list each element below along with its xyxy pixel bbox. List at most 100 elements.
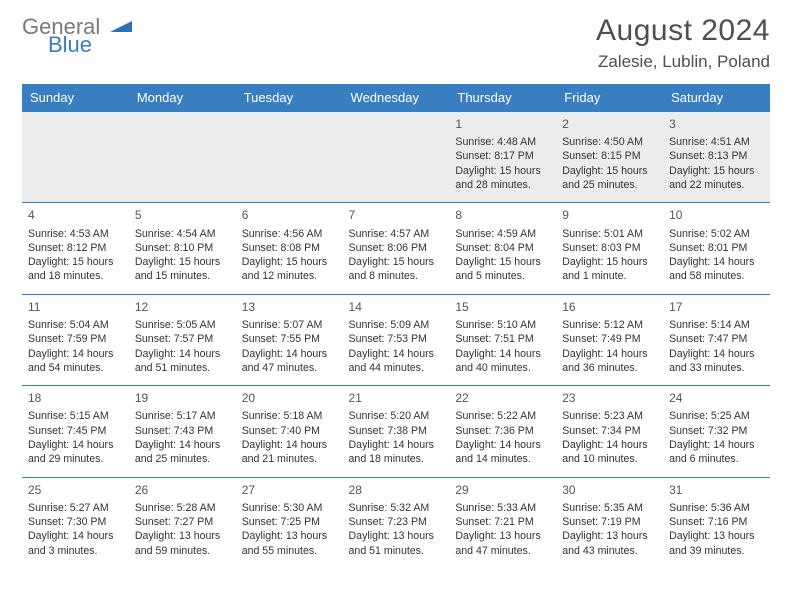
brand-word-2: Blue xyxy=(48,32,92,58)
day-info: Sunrise: 5:04 AMSunset: 7:59 PMDaylight:… xyxy=(28,318,123,375)
calendar-week: 25Sunrise: 5:27 AMSunset: 7:30 PMDayligh… xyxy=(22,477,770,568)
calendar-day: 3 Sunrise: 4:51 AMSunset: 8:13 PMDaylight… xyxy=(663,112,770,203)
page-title: August 2024 xyxy=(596,14,770,48)
sunrise: Sunrise: 4:50 AM xyxy=(562,135,657,149)
calendar-day: 9Sunrise: 5:01 AMSunset: 8:03 PMDaylight… xyxy=(556,203,663,294)
sunrise: Sunrise: 4:54 AM xyxy=(135,227,230,241)
daylight: Daylight: 15 hours and 12 minutes. xyxy=(242,255,337,284)
sunset: Sunset: 7:59 PM xyxy=(28,332,123,346)
calendar-week: 18Sunrise: 5:15 AMSunset: 7:45 PMDayligh… xyxy=(22,386,770,477)
sunset: Sunset: 7:55 PM xyxy=(242,332,337,346)
dow-header: Wednesday xyxy=(343,84,450,112)
daylight: Daylight: 14 hours and 6 minutes. xyxy=(669,438,764,467)
dow-header: Saturday xyxy=(663,84,770,112)
day-number: 3 xyxy=(669,116,764,132)
calendar-week: 4Sunrise: 4:53 AMSunset: 8:12 PMDaylight… xyxy=(22,203,770,294)
dow-header: Monday xyxy=(129,84,236,112)
daylight: Daylight: 15 hours and 8 minutes. xyxy=(349,255,444,284)
day-number: 18 xyxy=(28,390,123,406)
title-block: August 2024 Zalesie, Lublin, Poland xyxy=(596,14,770,72)
sunset: Sunset: 8:17 PM xyxy=(455,149,550,163)
calendar-day: 12Sunrise: 5:05 AMSunset: 7:57 PMDayligh… xyxy=(129,294,236,385)
sunrise: Sunrise: 5:15 AM xyxy=(28,409,123,423)
day-info: Sunrise: 5:05 AMSunset: 7:57 PMDaylight:… xyxy=(135,318,230,375)
calendar-day: 5Sunrise: 4:54 AMSunset: 8:10 PMDaylight… xyxy=(129,203,236,294)
day-number: 5 xyxy=(135,207,230,223)
sunrise: Sunrise: 5:05 AM xyxy=(135,318,230,332)
calendar-day: 14Sunrise: 5:09 AMSunset: 7:53 PMDayligh… xyxy=(343,294,450,385)
day-number: 24 xyxy=(669,390,764,406)
calendar-day: 2Sunrise: 4:50 AMSunset: 8:15 PMDaylight… xyxy=(556,112,663,203)
sunrise: Sunrise: 5:17 AM xyxy=(135,409,230,423)
sunset: Sunset: 7:21 PM xyxy=(455,515,550,529)
calendar-day: 27Sunrise: 5:30 AMSunset: 7:25 PMDayligh… xyxy=(236,477,343,568)
calendar-day: 11 Sunrise: 5:04 AMSunset: 7:59 PMDayligh… xyxy=(22,294,129,385)
daylight: Daylight: 14 hours and 14 minutes. xyxy=(455,438,550,467)
day-info: Sunrise: 5:35 AMSunset: 7:19 PMDaylight:… xyxy=(562,501,657,558)
daylight: Daylight: 14 hours and 29 minutes. xyxy=(28,438,123,467)
daylight: Daylight: 15 hours and 15 minutes. xyxy=(135,255,230,284)
day-number: 26 xyxy=(135,482,230,498)
day-info: Sunrise: 4:50 AMSunset: 8:15 PMDaylight:… xyxy=(562,135,657,192)
calendar-week: 1 Sunrise: 4:48 AMSunset: 8:17 PM Daylight… xyxy=(22,112,770,203)
daylight: Daylight: 14 hours and 25 minutes. xyxy=(135,438,230,467)
day-info: Sunrise: 5:02 AMSunset: 8:01 PMDaylight:… xyxy=(669,227,764,284)
day-number: 29 xyxy=(455,482,550,498)
sunrise: Sunrise: 5:20 AM xyxy=(349,409,444,423)
daylight: Daylight: 15 hours and 1 minute. xyxy=(562,255,657,284)
day-info: Sunrise: 4:51 AMSunset: 8:13 PMDaylight:… xyxy=(669,135,764,192)
sunrise: Sunrise: 4:56 AM xyxy=(242,227,337,241)
page-subtitle: Zalesie, Lublin, Poland xyxy=(596,52,770,72)
daylight: Daylight: 15 hours and 22 minutes. xyxy=(669,164,764,193)
sunrise: Sunrise: 5:23 AM xyxy=(562,409,657,423)
dow-header: Sunday xyxy=(22,84,129,112)
day-info: Sunrise: 5:07 AMSunset: 7:55 PMDaylight:… xyxy=(242,318,337,375)
daylight: Daylight: 14 hours and 3 minutes. xyxy=(28,529,123,558)
sunset: Sunset: 7:36 PM xyxy=(455,424,550,438)
sunset: Sunset: 8:13 PM xyxy=(669,149,764,163)
calendar-day: 30 Sunrise: 5:35 AMSunset: 7:19 PMDayligh… xyxy=(556,477,663,568)
day-info: Sunrise: 4:57 AMSunset: 8:06 PMDaylight:… xyxy=(349,227,444,284)
sunrise: Sunrise: 5:12 AM xyxy=(562,318,657,332)
calendar-day: 28Sunrise: 5:32 AMSunset: 7:23 PMDayligh… xyxy=(343,477,450,568)
sunset: Sunset: 7:51 PM xyxy=(455,332,550,346)
day-number: 8 xyxy=(455,207,550,223)
calendar-day: 17Sunrise: 5:14 AMSunset: 7:47 PMDayligh… xyxy=(663,294,770,385)
sunset: Sunset: 7:45 PM xyxy=(28,424,123,438)
calendar-day: 22Sunrise: 5:22 AMSunset: 7:36 PMDayligh… xyxy=(449,386,556,477)
sunset: Sunset: 8:03 PM xyxy=(562,241,657,255)
day-number: 1 xyxy=(455,116,550,132)
sunset: Sunset: 7:49 PM xyxy=(562,332,657,346)
sunrise: Sunrise: 5:25 AM xyxy=(669,409,764,423)
calendar-body: 1 Sunrise: 4:48 AMSunset: 8:17 PM Daylight… xyxy=(22,112,770,568)
day-number: 16 xyxy=(562,299,657,315)
day-info: Sunrise: 5:28 AMSunset: 7:27 PMDaylight:… xyxy=(135,501,230,558)
day-info: Sunrise: 5:32 AMSunset: 7:23 PMDaylight:… xyxy=(349,501,444,558)
calendar-day: 23Sunrise: 5:23 AMSunset: 7:34 PMDayligh… xyxy=(556,386,663,477)
day-info: Sunrise: 5:14 AMSunset: 7:47 PMDaylight:… xyxy=(669,318,764,375)
day-number: 23 xyxy=(562,390,657,406)
sunrise: Sunrise: 5:10 AM xyxy=(455,318,550,332)
sunrise: Sunrise: 4:59 AM xyxy=(455,227,550,241)
sunset: Sunset: 7:23 PM xyxy=(349,515,444,529)
day-number: 14 xyxy=(349,299,444,315)
calendar-day: 13Sunrise: 5:07 AMSunset: 7:55 PMDayligh… xyxy=(236,294,343,385)
daylight: Daylight: 15 hours and 5 minutes. xyxy=(455,255,550,284)
daylight: Daylight: 15 hours and 25 minutes. xyxy=(562,164,657,193)
sunrise: Sunrise: 5:14 AM xyxy=(669,318,764,332)
sunrise: Sunrise: 5:28 AM xyxy=(135,501,230,515)
sunrise: Sunrise: 5:33 AM xyxy=(455,501,550,515)
daylight: Daylight: 14 hours and 47 minutes. xyxy=(242,347,337,376)
day-number: 30 xyxy=(562,482,657,498)
calendar-week: 11 Sunrise: 5:04 AMSunset: 7:59 PMDayligh… xyxy=(22,294,770,385)
day-info: Sunrise: 4:56 AMSunset: 8:08 PMDaylight:… xyxy=(242,227,337,284)
day-number: 7 xyxy=(349,207,444,223)
calendar-day: 26 Sunrise: 5:28 AMSunset: 7:27 PMDayligh… xyxy=(129,477,236,568)
sunrise: Sunrise: 4:48 AM xyxy=(455,135,550,149)
daylight: Daylight: 14 hours and 36 minutes. xyxy=(562,347,657,376)
day-number: 11 xyxy=(28,299,123,315)
calendar-day: 6Sunrise: 4:56 AMSunset: 8:08 PMDaylight… xyxy=(236,203,343,294)
day-number: 20 xyxy=(242,390,337,406)
dow-header: Thursday xyxy=(449,84,556,112)
sunrise: Sunrise: 5:09 AM xyxy=(349,318,444,332)
